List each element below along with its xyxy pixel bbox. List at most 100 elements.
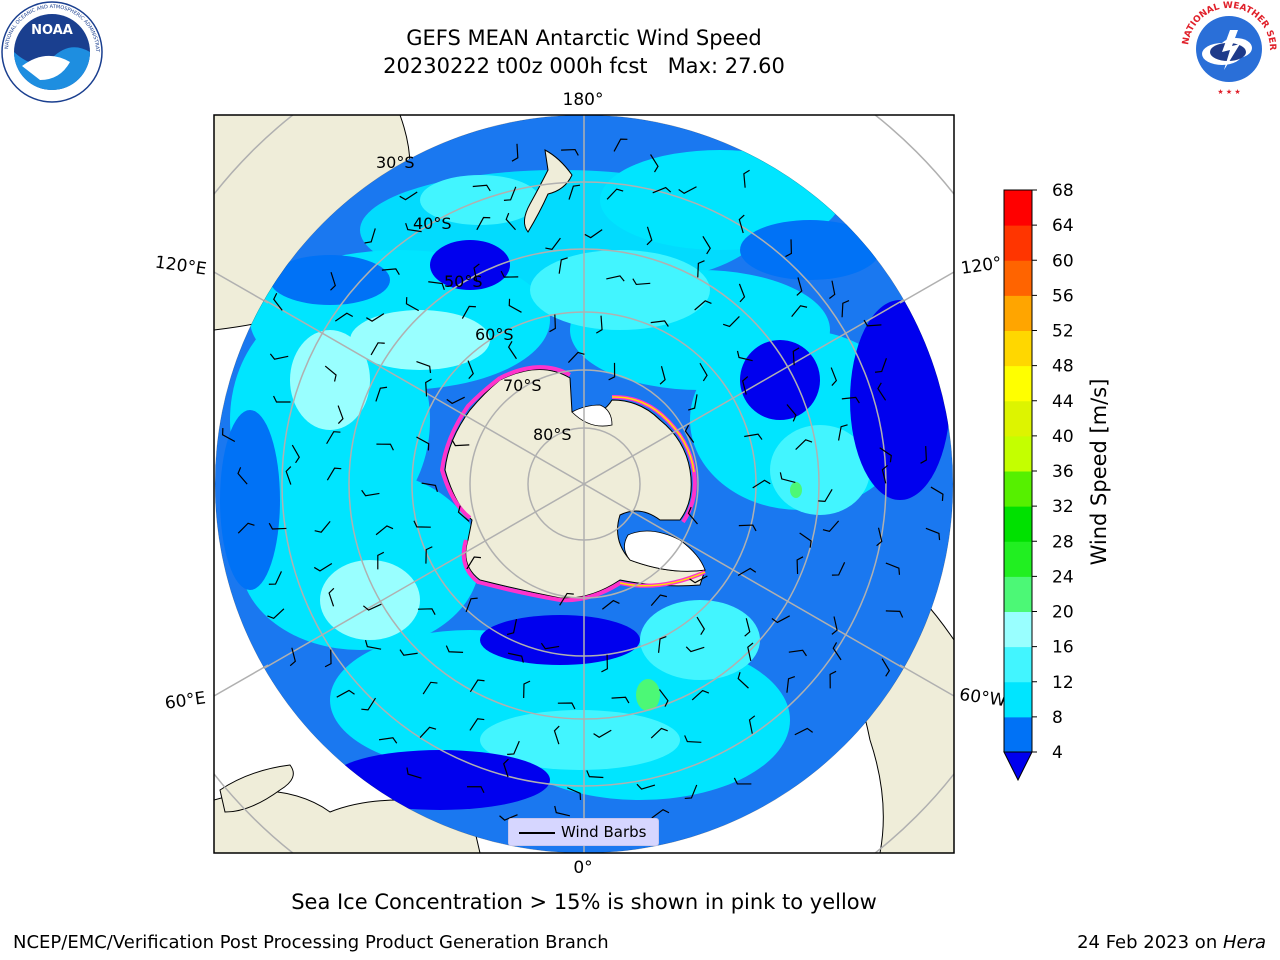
wind-barb	[702, 236, 711, 255]
wind-barbs	[221, 138, 944, 839]
graticule	[215, 115, 953, 853]
colorbar-swatch	[1004, 471, 1032, 507]
wind-barb	[375, 386, 388, 402]
wind-barb	[285, 466, 292, 485]
wind-barb	[370, 342, 385, 356]
caption: Sea Ice Concentration > 15% is shown in …	[291, 890, 877, 914]
colorbar-swatch	[1004, 295, 1032, 331]
wind-barb	[885, 610, 904, 618]
wind-barb	[446, 396, 465, 405]
colorbar-swatch	[1004, 716, 1032, 753]
wind-barb	[736, 350, 753, 362]
wind-barb	[425, 546, 433, 564]
footer-credit: NCEP/EMC/Verification Post Processing Pr…	[13, 932, 609, 953]
wind-barb	[405, 297, 419, 312]
colorbar-swatch	[1004, 435, 1032, 472]
land-new-zealand	[524, 149, 573, 233]
wind-barb	[652, 186, 672, 194]
wind-barb	[291, 444, 300, 464]
wind-barb	[557, 702, 576, 710]
wind-barb	[399, 191, 418, 201]
wind-barb	[874, 358, 888, 373]
wind-barb	[378, 737, 398, 744]
wind-barb	[779, 472, 796, 484]
wind-barb	[792, 347, 800, 366]
wind-barb	[788, 649, 807, 657]
wind-barb	[324, 649, 332, 668]
wind-barb	[561, 148, 579, 156]
wind-barb	[650, 320, 669, 327]
wind-barb	[466, 786, 485, 793]
footer-date: 24 Feb 2023 on Hera	[1077, 932, 1266, 953]
colorbar-tick-label: 40	[1052, 427, 1074, 447]
wind-barb	[237, 522, 255, 534]
wind-barb	[601, 599, 620, 610]
wind-barb	[445, 645, 464, 653]
wind-barb	[651, 808, 670, 819]
wind-barb	[366, 313, 385, 322]
wind-barb	[330, 272, 336, 291]
lat-label-60s: 60°S	[475, 325, 514, 344]
wind-barb	[694, 300, 712, 311]
svg-text:★ ★ ★: ★ ★ ★	[1217, 88, 1240, 96]
lon-label-0: 0°	[573, 858, 592, 878]
wind-barb	[469, 679, 485, 693]
wind-barb	[688, 394, 698, 411]
colorbar-tick-label: 8	[1052, 708, 1063, 728]
colorbar-tick-label: 52	[1052, 322, 1074, 342]
wind-barb	[505, 212, 516, 231]
wind-barb	[466, 556, 481, 570]
wind-barb	[737, 672, 749, 689]
wind-barb	[659, 366, 666, 385]
wind-barb	[829, 280, 836, 300]
wind-barb	[744, 433, 763, 440]
wind-barb	[877, 382, 887, 401]
wind-speed-field	[220, 150, 950, 810]
noaa-logo: NOAA NATIONAL OCEANIC AND ATMOSPHERIC AD…	[0, 0, 103, 103]
nws-logo: NATIONAL WEATHER SERVICE ★ ★ ★	[1178, 0, 1277, 96]
wind-barb	[881, 658, 891, 677]
wind-barb	[476, 216, 491, 231]
wind-barb	[273, 395, 291, 403]
wind-barb	[722, 316, 740, 328]
wind-barb	[500, 270, 519, 278]
wind-barb	[832, 642, 842, 661]
colorbar-tick-label: 44	[1052, 392, 1074, 412]
wind-barb	[457, 505, 470, 522]
colorbar-swatch	[1004, 190, 1032, 226]
wind-barb	[568, 184, 581, 200]
wind-barb	[841, 396, 860, 404]
wind-barb	[376, 443, 394, 451]
wind-barb	[831, 562, 846, 576]
legend-label: Wind Barbs	[561, 823, 647, 841]
lon-label-60w: 60°W	[958, 685, 1007, 711]
wind-barb	[841, 300, 850, 318]
wind-barb	[416, 436, 430, 451]
wind-barb	[799, 532, 812, 548]
wind-barb	[595, 315, 603, 334]
wind-barb	[461, 305, 476, 319]
wind-barb	[314, 521, 331, 533]
wind-barb	[885, 562, 901, 575]
wind-barb	[650, 594, 668, 607]
wind-barb	[268, 571, 282, 585]
wind-barb	[613, 138, 628, 152]
wind-barb	[737, 567, 757, 576]
wind-barb	[364, 228, 376, 244]
colorbar-tick-label: 48	[1052, 357, 1074, 377]
wind-barb	[326, 467, 342, 481]
wind-barb	[696, 616, 706, 636]
wind-barb	[684, 424, 695, 443]
wind-barb	[422, 681, 438, 695]
wind-barb	[268, 522, 287, 530]
colorbar-extend-arrow	[1003, 751, 1033, 782]
wind-barb	[685, 646, 705, 653]
wind-barb	[930, 486, 944, 501]
colorbar-label: Wind Speed [m/s]	[1087, 379, 1111, 566]
wind-barb	[632, 278, 651, 286]
wind-barb	[506, 618, 518, 636]
colorbar-swatch	[1004, 330, 1032, 367]
wind-barb	[328, 587, 335, 607]
wind-barb	[863, 319, 882, 327]
